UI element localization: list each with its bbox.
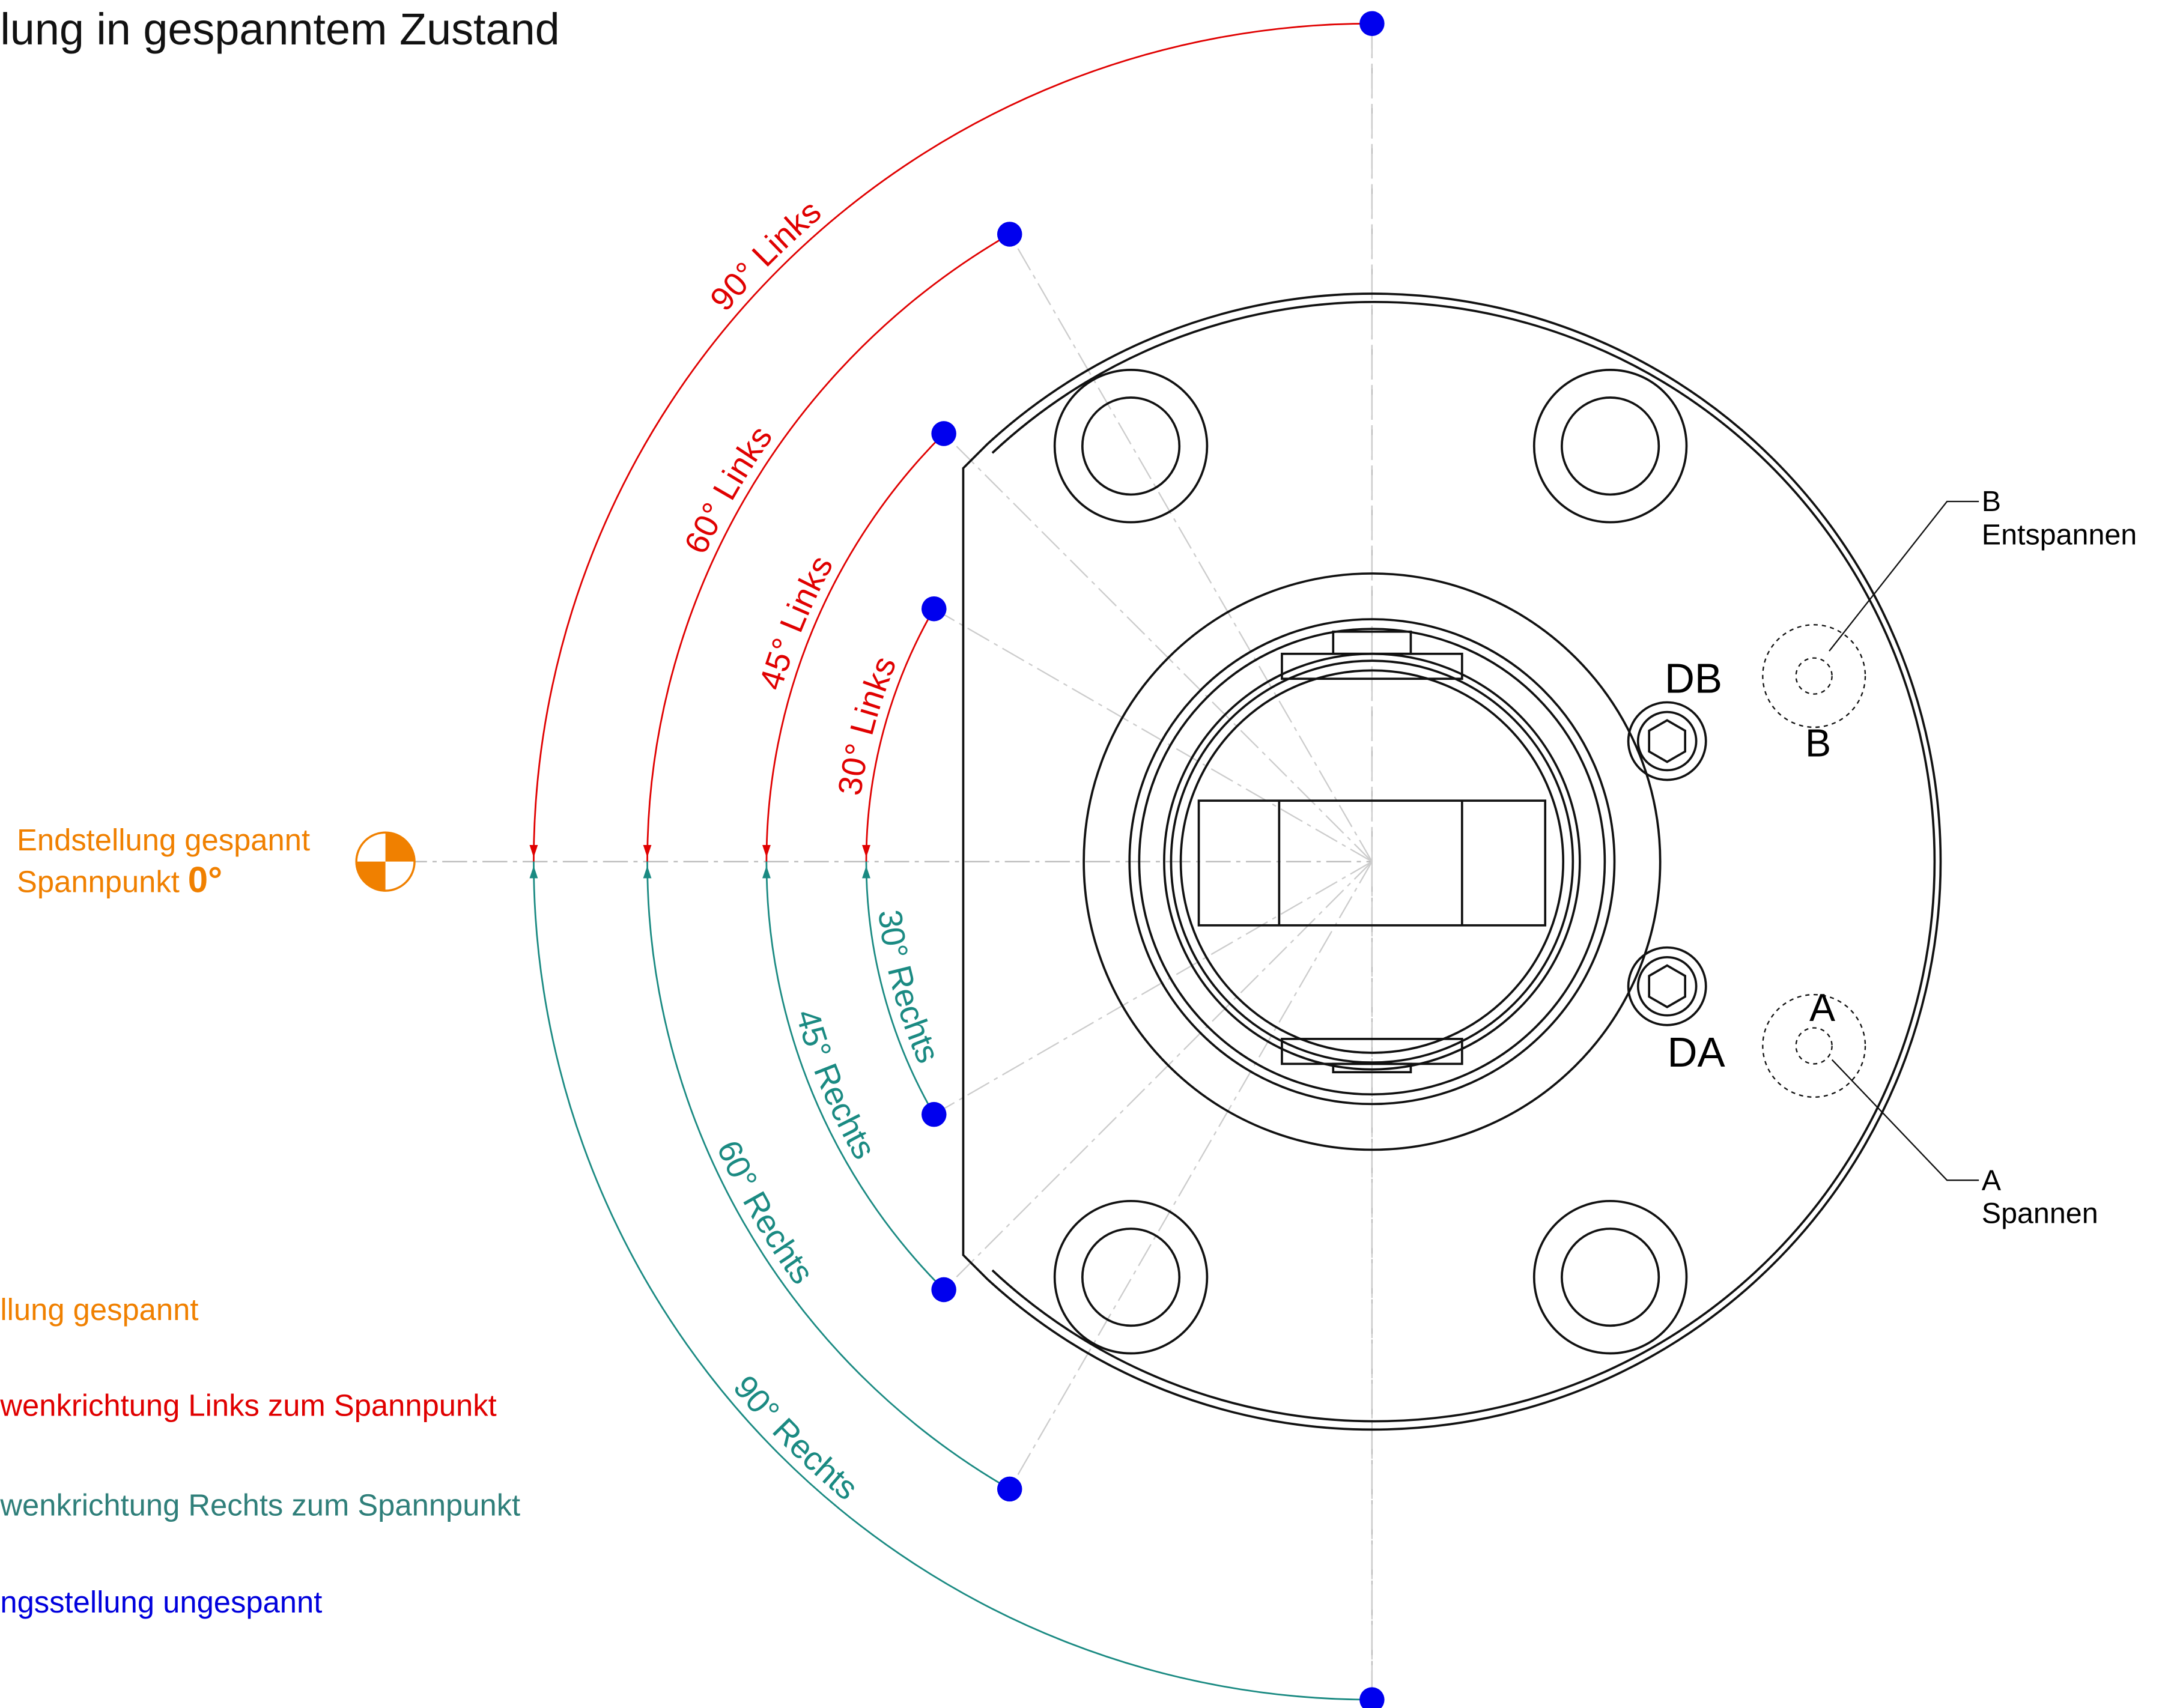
- screw-hex: [1649, 966, 1685, 1007]
- arc-label: 90° Rechts: [726, 1368, 865, 1507]
- arc-label: 60° Links: [677, 419, 779, 559]
- start-point: [922, 596, 947, 622]
- arc-label: 45° Rechts: [789, 1005, 883, 1165]
- start-point: [1359, 1687, 1385, 1708]
- port-label: A: [1809, 986, 1835, 1029]
- port-circle: [1763, 625, 1865, 727]
- flange: [963, 294, 1979, 1429]
- arrow: [529, 845, 538, 858]
- legend-entry: wenkrichtung Rechts zum Spannpunkt: [0, 1488, 520, 1522]
- radial-line: [934, 609, 1372, 862]
- bolt-hole: [1055, 1201, 1207, 1354]
- start-point: [922, 1102, 947, 1127]
- port-label: B: [1805, 721, 1831, 765]
- arrow: [643, 845, 652, 858]
- end-label-angle: 0°: [188, 859, 222, 900]
- start-point: [997, 222, 1022, 247]
- leader: [1829, 501, 1979, 651]
- radial-line: [934, 862, 1372, 1115]
- radial-line: [944, 434, 1372, 862]
- end-label: Endstellung gespannt: [17, 823, 310, 857]
- title: lung in gespanntem Zustand: [0, 4, 559, 54]
- port-label: DA: [1668, 1029, 1726, 1076]
- start-point: [931, 1277, 956, 1303]
- bolt-hole-inner: [1562, 1229, 1659, 1325]
- arc-label-path: 45° Rechts: [789, 1005, 883, 1165]
- screw: [1629, 948, 1706, 1025]
- screw-hex: [1649, 720, 1685, 762]
- bolt-hole: [1055, 370, 1207, 522]
- callout-port: B: [1982, 485, 2001, 518]
- port-label: DB: [1665, 655, 1722, 701]
- arc-label-path: 90° Links: [703, 193, 828, 318]
- arc-label-path: 30° Links: [831, 651, 903, 798]
- arrow: [862, 866, 870, 879]
- screw: [1629, 702, 1706, 780]
- bolt-hole-inner: [1562, 398, 1659, 494]
- arc-label: 30° Links: [831, 651, 903, 798]
- legend-entry: ngsstellung ungespannt: [0, 1585, 322, 1619]
- arc-label-path: 90° Rechts: [726, 1368, 865, 1507]
- arc-label: 90° Links: [703, 193, 828, 318]
- arc-label: 60° Rechts: [710, 1135, 821, 1291]
- legend-entry: wenkrichtung Links zum Spannpunkt: [0, 1388, 497, 1422]
- arc-right: [648, 862, 1010, 1489]
- radial-line: [1010, 234, 1372, 862]
- arrow: [529, 866, 538, 879]
- bolt-hole: [1534, 370, 1687, 522]
- callout-label: Entspannen: [1982, 518, 2137, 551]
- start-point: [997, 1477, 1022, 1502]
- end-label-text: Spannpunkt: [17, 864, 180, 898]
- page: {"title":"lung in gespanntem Zustand", "…: [0, 0, 2162, 1708]
- radial-line: [1010, 862, 1372, 1489]
- port-circle: [1796, 658, 1832, 694]
- callout-port: A: [1982, 1164, 2002, 1196]
- arc-label-path: 60° Rechts: [710, 1135, 821, 1291]
- drawing: 90° Links 90° Rechts 60° Links 60° Rechts45…: [0, 0, 2162, 1708]
- port-circle: [1796, 1028, 1832, 1064]
- arrow: [643, 866, 652, 879]
- start-point: [931, 421, 956, 446]
- arc-label-path: 60° Links: [677, 419, 779, 559]
- arc-right: [767, 862, 944, 1290]
- arrow: [762, 845, 771, 858]
- start-point: [1359, 11, 1385, 36]
- bolt-hole-inner: [1083, 1229, 1179, 1325]
- arrow: [862, 845, 870, 858]
- bolt-hole: [1534, 1201, 1687, 1354]
- bolt-hole-inner: [1083, 398, 1179, 494]
- legend-entry: llung gespannt: [0, 1292, 198, 1327]
- arrow: [762, 866, 771, 879]
- callout-label: Spannen: [1982, 1198, 2098, 1230]
